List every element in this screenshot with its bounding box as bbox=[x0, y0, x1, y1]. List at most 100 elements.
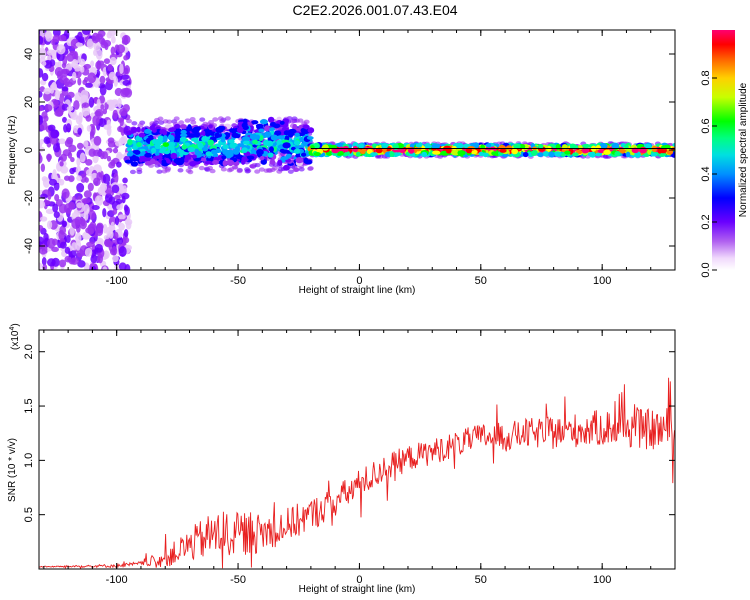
heatmap-cell bbox=[136, 141, 142, 147]
heatmap-cell bbox=[229, 152, 234, 157]
heatmap-cell bbox=[522, 151, 529, 158]
heatmap-cell bbox=[76, 175, 83, 182]
heatmap-cell bbox=[205, 130, 214, 135]
heatmap-cell bbox=[180, 133, 188, 138]
colorbar-tick-label: 0.6 bbox=[700, 118, 712, 133]
heatmap-cell bbox=[199, 117, 206, 122]
heatmap-cell bbox=[39, 200, 46, 209]
heatmap-cell bbox=[214, 132, 221, 139]
heatmap-cell bbox=[295, 157, 304, 164]
heatmap-cell bbox=[193, 126, 202, 131]
heatmap-cell bbox=[92, 149, 102, 157]
heatmap-cell bbox=[272, 123, 281, 129]
heatmap-cell bbox=[39, 236, 45, 247]
heatmap-cell bbox=[139, 155, 148, 162]
heatmap-cell bbox=[81, 102, 90, 108]
x-tick-label: 100 bbox=[593, 275, 611, 287]
heatmap-cell bbox=[175, 133, 182, 139]
heatmap-cell bbox=[208, 124, 213, 129]
heatmap-cell bbox=[142, 145, 150, 150]
heatmap-cell bbox=[207, 139, 215, 146]
heatmap-cell bbox=[432, 150, 441, 155]
heatmap-cell bbox=[54, 89, 61, 100]
heatmap-cell bbox=[358, 143, 365, 149]
heatmap-cell bbox=[39, 142, 43, 148]
heatmap-cell bbox=[116, 204, 123, 211]
heatmap-cell bbox=[530, 150, 536, 156]
heatmap-cell bbox=[276, 135, 286, 140]
heatmap-cell bbox=[180, 129, 187, 135]
heatmap-cell bbox=[313, 152, 321, 157]
heatmap-cell bbox=[119, 118, 124, 127]
heatmap-cell bbox=[137, 123, 144, 128]
heatmap-cell bbox=[64, 246, 71, 254]
heatmap-cell bbox=[58, 138, 66, 145]
heatmap-cell bbox=[39, 106, 44, 112]
heatmap-cell bbox=[79, 66, 85, 73]
heatmap-cell bbox=[108, 196, 116, 205]
heatmap-cell bbox=[478, 151, 484, 157]
heatmap-cell bbox=[116, 44, 126, 54]
heatmap-cell bbox=[175, 159, 184, 166]
heatmap-cell bbox=[249, 164, 255, 169]
heatmap-cell bbox=[288, 128, 297, 134]
heatmap-cell bbox=[241, 147, 248, 153]
heatmap-cell bbox=[39, 262, 43, 270]
heatmap-cell bbox=[102, 223, 108, 234]
heatmap-cell bbox=[43, 115, 49, 122]
heatmap-cell bbox=[52, 142, 61, 153]
heatmap-cell bbox=[85, 227, 94, 234]
heatmap-cell bbox=[102, 173, 111, 184]
heatmap-cell bbox=[187, 146, 196, 153]
heatmap-cell bbox=[64, 139, 73, 148]
heatmap-cell bbox=[242, 118, 248, 124]
snr-xlabel: Height of straight line (km) bbox=[299, 584, 416, 595]
heatmap-cell bbox=[274, 130, 282, 136]
heatmap-cell bbox=[64, 81, 73, 88]
heatmap-cell bbox=[170, 152, 178, 160]
heatmap-cell bbox=[298, 167, 305, 172]
heatmap-cell bbox=[133, 150, 141, 155]
heatmap-cell bbox=[106, 32, 113, 39]
heatmap-cell bbox=[59, 161, 64, 167]
heatmap-cell bbox=[129, 169, 136, 175]
heatmap-cell bbox=[117, 185, 125, 194]
heatmap-cell bbox=[246, 155, 255, 160]
heatmap-cell bbox=[194, 148, 200, 155]
heatmap-cell bbox=[200, 130, 206, 136]
colorbar-tick-label: 0.0 bbox=[700, 262, 712, 277]
x-tick-label: 100 bbox=[593, 574, 611, 586]
heatmap-cell bbox=[44, 104, 53, 112]
heatmap-cell bbox=[102, 208, 107, 218]
heatmap-cell bbox=[217, 125, 226, 131]
heatmap-cell bbox=[222, 160, 228, 167]
heatmap-cell bbox=[62, 220, 68, 228]
heatmap-cell bbox=[205, 156, 213, 162]
heatmap-cell bbox=[116, 161, 122, 168]
heatmap-cell bbox=[83, 76, 89, 83]
heatmap-cell bbox=[112, 208, 118, 215]
heatmap-cell bbox=[47, 238, 56, 249]
heatmap-cell bbox=[338, 150, 344, 156]
heatmap-cell bbox=[55, 177, 62, 184]
heatmap-cell bbox=[201, 146, 209, 152]
heatmap-cell bbox=[321, 144, 329, 151]
heatmap-cell bbox=[256, 148, 264, 156]
y-tick-label: 0.5 bbox=[23, 507, 35, 522]
heatmap-cell bbox=[69, 167, 75, 175]
heatmap-cell bbox=[421, 151, 428, 158]
heatmap-cell bbox=[118, 246, 127, 258]
heatmap-cell bbox=[118, 262, 127, 270]
heatmap-cell bbox=[39, 115, 44, 125]
heatmap-cell bbox=[39, 68, 44, 78]
heatmap-cell bbox=[70, 156, 75, 163]
heatmap-cell bbox=[241, 122, 248, 129]
heatmap-cell bbox=[210, 136, 217, 140]
heatmap-cell bbox=[126, 118, 133, 124]
heatmap-cell bbox=[123, 55, 129, 61]
heatmap-cell bbox=[59, 93, 65, 104]
heatmap-cell bbox=[181, 144, 187, 150]
y-tick-label: 2.0 bbox=[23, 344, 35, 359]
heatmap-cell bbox=[259, 119, 269, 125]
heatmap-cell bbox=[603, 149, 611, 155]
